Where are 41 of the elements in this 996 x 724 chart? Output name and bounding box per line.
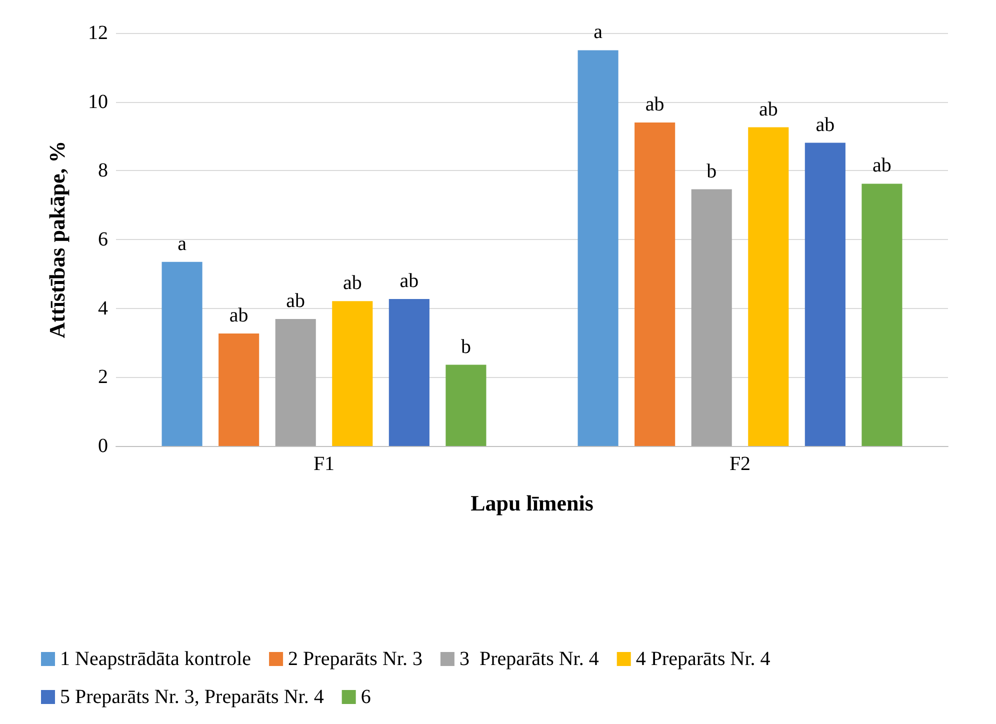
data-label: ab [229, 304, 248, 326]
bar [332, 301, 373, 446]
y-tick-label: 12 [88, 22, 108, 44]
y-tick-label: 2 [98, 366, 108, 388]
bar [275, 319, 316, 446]
data-label: a [178, 232, 187, 255]
y-tick-label: 6 [98, 228, 108, 250]
data-label: ab [286, 290, 306, 312]
y-tick-label: 0 [98, 435, 108, 457]
bar [218, 333, 260, 446]
data-label: ab [342, 272, 362, 294]
y-tick-label: 10 [88, 90, 108, 113]
bar [804, 142, 846, 446]
y-axis-title: Attīstības pakāpe, % [44, 140, 70, 338]
x-tick-label: F2 [729, 453, 751, 475]
bar [691, 189, 732, 446]
bar [578, 50, 618, 446]
legend-label: 3 Preparāts Nr. 4 [459, 648, 599, 670]
y-tick-label: 4 [98, 297, 108, 320]
bar [634, 122, 676, 446]
bar [748, 127, 789, 446]
bar [162, 262, 202, 446]
data-label: ab [400, 270, 419, 292]
bar [446, 364, 486, 446]
bar [388, 299, 430, 446]
bar [862, 184, 902, 446]
data-label: ab [645, 93, 664, 116]
data-label: ab [758, 98, 778, 120]
x-axis-title: Lapu līmenis [470, 490, 594, 516]
y-tick-label: 8 [98, 160, 108, 182]
data-label: ab [872, 154, 892, 177]
legend-label: 2 Preparāts Nr. 3 [288, 648, 422, 670]
data-label: b [460, 336, 471, 358]
data-label: b [706, 160, 717, 182]
data-label: ab [816, 114, 835, 136]
legend-label: 6 [360, 686, 371, 708]
data-label: a [594, 21, 603, 44]
legend-label: 1 Neapstrādāta kontrole [60, 648, 252, 670]
legend-label: 5 Preparāts Nr. 3, Preparāts Nr. 4 [60, 686, 324, 708]
x-tick-label: F1 [313, 453, 335, 475]
legend-label: 4 Preparāts Nr. 4 [636, 648, 770, 670]
